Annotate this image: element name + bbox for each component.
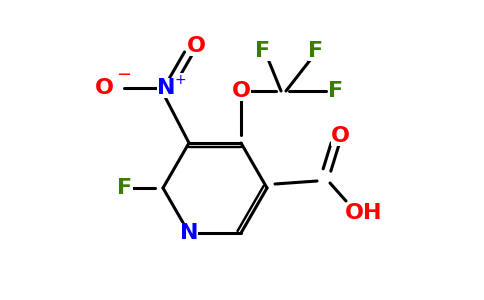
Text: OH: OH — [345, 203, 383, 223]
Text: F: F — [118, 178, 133, 198]
Text: F: F — [256, 41, 271, 61]
Text: N: N — [157, 78, 175, 98]
Text: O: O — [186, 36, 206, 56]
Text: O: O — [94, 78, 114, 98]
Text: F: F — [329, 81, 344, 101]
Text: +: + — [174, 73, 186, 87]
Text: O: O — [231, 81, 251, 101]
Text: O: O — [331, 126, 349, 146]
Text: F: F — [308, 41, 324, 61]
Text: N: N — [180, 223, 198, 243]
Text: −: − — [117, 66, 132, 84]
